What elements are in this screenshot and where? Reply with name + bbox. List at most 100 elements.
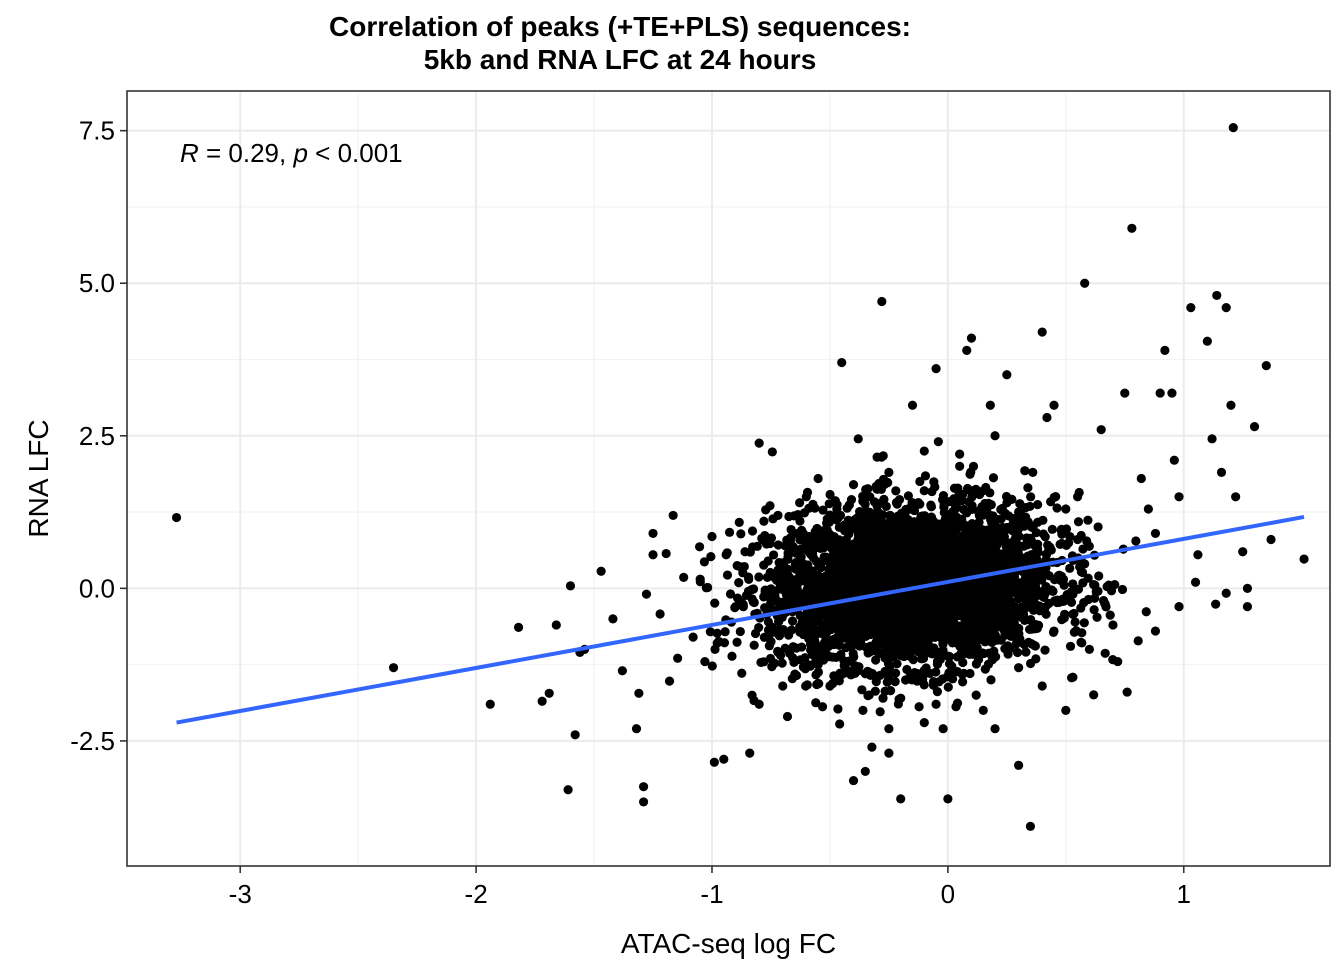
- data-point: [954, 603, 964, 613]
- data-point: [1042, 412, 1052, 423]
- data-point: [968, 520, 979, 531]
- data-point: [860, 499, 870, 509]
- x-tick-label: 1: [1177, 879, 1191, 909]
- data-point: [965, 533, 975, 543]
- data-point: [806, 550, 816, 560]
- data-point: [1009, 516, 1020, 526]
- data-point: [1098, 595, 1109, 606]
- data-point: [747, 594, 757, 604]
- data-point: [828, 567, 839, 577]
- data-point: [979, 549, 989, 559]
- data-point: [617, 666, 627, 676]
- data-point: [1049, 400, 1059, 410]
- data-point: [979, 539, 989, 549]
- data-point: [1073, 517, 1084, 527]
- data-point: [981, 531, 991, 542]
- data-point: [1080, 559, 1090, 569]
- data-point: [784, 511, 794, 522]
- data-point: [964, 649, 975, 660]
- data-point: [766, 584, 776, 594]
- data-point: [1082, 536, 1092, 546]
- data-point: [1089, 580, 1099, 590]
- data-point: [986, 517, 997, 528]
- data-point: [973, 506, 983, 516]
- data-point: [890, 668, 901, 678]
- data-point: [1136, 473, 1146, 484]
- data-point: [926, 515, 937, 525]
- data-point: [1190, 577, 1201, 587]
- data-point: [861, 606, 871, 616]
- data-point: [778, 558, 789, 568]
- data-point: [752, 541, 762, 551]
- data-point: [1037, 681, 1047, 691]
- data-point: [858, 491, 868, 501]
- data-point: [956, 622, 966, 632]
- data-point: [1039, 586, 1050, 596]
- data-point: [958, 657, 968, 668]
- data-point: [973, 531, 983, 541]
- data-point: [1077, 628, 1087, 638]
- data-point: [888, 604, 899, 614]
- data-point: [800, 664, 810, 674]
- data-point: [970, 601, 981, 611]
- data-point: [1028, 467, 1038, 477]
- data-point: [754, 572, 764, 582]
- data-point: [1002, 370, 1012, 380]
- data-point: [955, 449, 965, 459]
- data-point: [776, 650, 786, 660]
- data-point: [813, 528, 823, 539]
- data-point: [785, 536, 795, 546]
- data-point: [1002, 550, 1012, 560]
- data-point: [1023, 483, 1033, 493]
- data-point: [1014, 507, 1024, 517]
- data-point: [695, 574, 705, 584]
- data-point: [929, 477, 939, 487]
- data-point: [880, 632, 890, 642]
- data-point: [908, 561, 918, 571]
- data-point: [825, 578, 835, 588]
- data-point: [836, 576, 846, 587]
- data-point: [1057, 538, 1067, 549]
- y-tick-label: 0.0: [79, 573, 115, 603]
- data-point: [815, 585, 826, 596]
- data-point: [1015, 499, 1025, 509]
- data-point: [850, 628, 860, 639]
- data-point: [891, 486, 901, 496]
- chart-title-line2: 5kb and RNA LFC at 24 hours: [423, 44, 817, 75]
- data-point: [903, 537, 913, 547]
- data-point: [987, 604, 998, 614]
- data-point: [780, 643, 790, 653]
- data-point: [843, 515, 853, 525]
- annotation-r-symbol: R: [180, 138, 199, 168]
- data-point: [1070, 617, 1080, 627]
- data-point: [934, 569, 944, 579]
- data-point: [932, 687, 943, 697]
- data-point: [926, 604, 936, 614]
- data-point: [766, 595, 776, 606]
- data-point: [862, 571, 872, 581]
- data-point: [544, 688, 554, 698]
- data-point: [933, 651, 944, 661]
- data-point: [832, 504, 842, 514]
- data-point: [679, 572, 689, 582]
- data-point: [705, 627, 715, 637]
- data-point: [1061, 705, 1071, 715]
- chart-title: Correlation of peaks (+TE+PLS) sequences…: [0, 10, 1344, 76]
- data-point: [825, 623, 835, 633]
- data-point: [835, 719, 845, 729]
- data-point: [707, 661, 717, 671]
- data-point: [906, 501, 916, 512]
- data-point: [892, 612, 903, 622]
- data-point: [966, 333, 977, 343]
- data-point: [963, 629, 974, 640]
- data-point: [1228, 123, 1238, 133]
- data-point: [1028, 521, 1038, 531]
- data-point: [943, 794, 953, 804]
- data-point: [981, 581, 991, 591]
- data-point: [793, 509, 803, 520]
- data-point: [842, 503, 852, 513]
- data-point: [570, 730, 580, 740]
- data-point: [820, 594, 830, 605]
- data-point: [1249, 422, 1260, 432]
- data-point: [754, 699, 764, 709]
